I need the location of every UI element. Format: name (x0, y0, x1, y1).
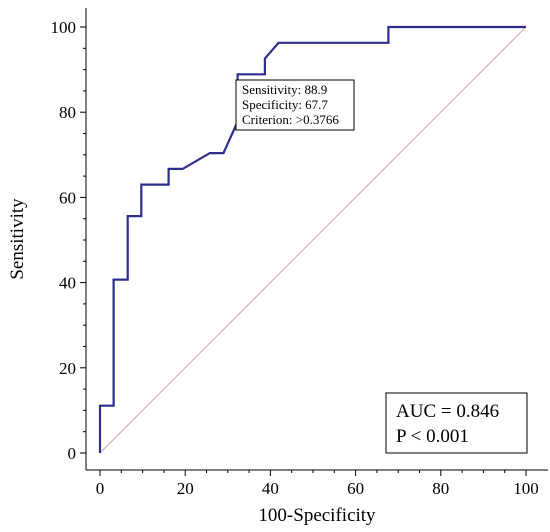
roc-curve-line (98, 25, 526, 453)
plot-frame (85, 8, 548, 471)
x-tick-label: 0 (96, 479, 105, 498)
y-tick-label: 60 (59, 188, 76, 207)
auc-value: AUC = 0.846 (396, 401, 499, 422)
p-value: P < 0.001 (396, 426, 469, 447)
y-tick-label: 80 (59, 103, 76, 122)
y-axis-title: Sensitivity (7, 198, 28, 280)
x-tick-label: 40 (262, 479, 279, 498)
y-tick-label: 40 (59, 274, 76, 293)
x-tick-label: 80 (432, 479, 449, 498)
auc-stats-box: AUC = 0.846 P < 0.001 (385, 392, 528, 454)
x-tick-label: 60 (347, 479, 364, 498)
criterion-line-specificity: Specificity: 67.7 (242, 97, 328, 112)
y-tick-label: 100 (51, 18, 77, 37)
reference-diagonal-line (99, 26, 527, 454)
y-axis-ticks: 0 20 40 60 80 100 (51, 18, 86, 463)
x-tick-label: 100 (513, 479, 539, 498)
x-axis-ticks: 0 20 40 60 80 100 (96, 470, 539, 498)
auc-stats-frame (385, 392, 528, 454)
x-axis-title: 100-Specificity (258, 505, 376, 526)
criterion-line-sensitivity: Sensitivity: 88.9 (242, 82, 327, 97)
x-tick-label: 20 (177, 479, 194, 498)
diagonal-layer (99, 26, 527, 454)
curve-layer (98, 25, 526, 453)
criterion-callout: Sensitivity: 88.9 Specificity: 67.7 Crit… (235, 79, 355, 131)
y-tick-label: 20 (59, 359, 76, 378)
criterion-callout-box (235, 79, 355, 131)
criterion-line-threshold: Criterion: >0.3766 (242, 112, 339, 127)
y-tick-label: 0 (68, 444, 77, 463)
